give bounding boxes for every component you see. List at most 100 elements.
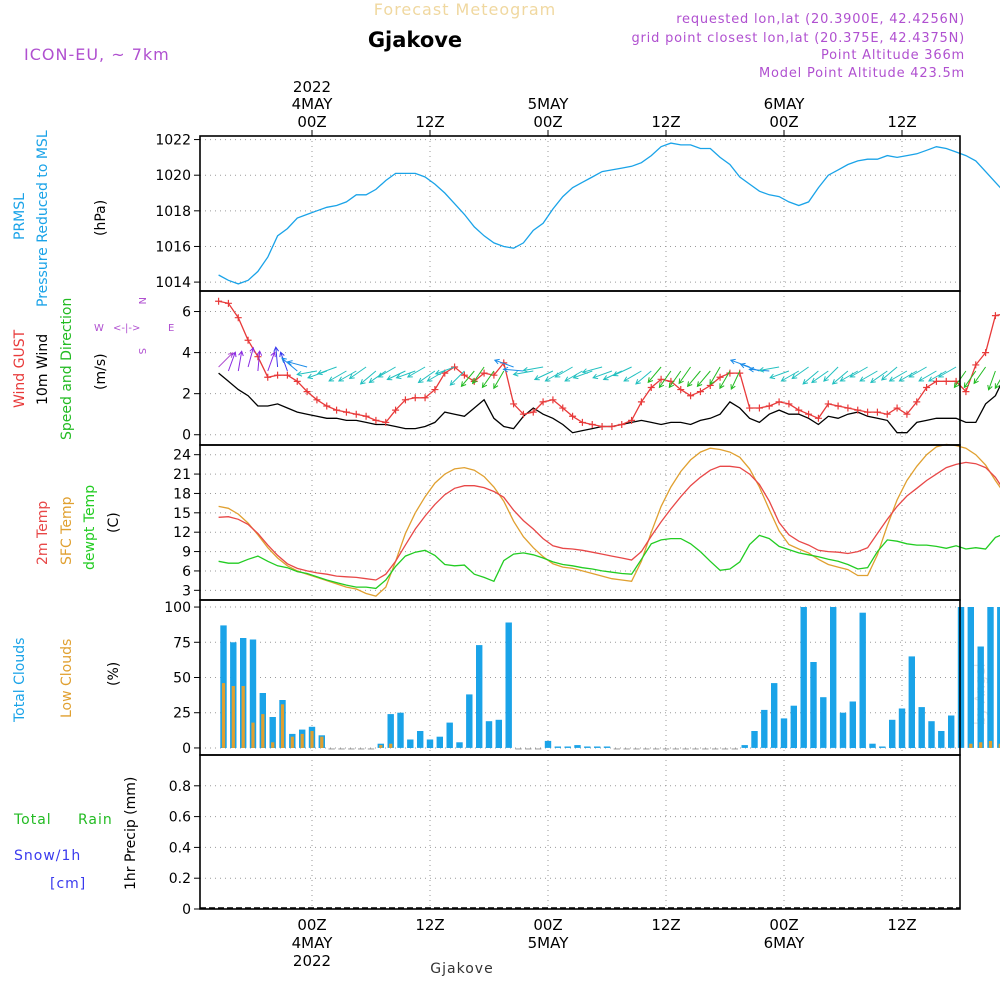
point-altitude: Point Altitude 366m: [821, 48, 965, 63]
wind-10m-line: [218, 372, 1000, 434]
total-cloud-bar: [790, 705, 797, 748]
gust-marker: [765, 402, 773, 410]
grid-point-coords: grid point closest lon,lat (20.375E, 42.…: [631, 31, 965, 46]
gust-marker: [559, 404, 567, 412]
wind-direction-arrow: [859, 370, 878, 382]
top-time-label: 00Z: [533, 113, 562, 131]
wind-direction-arrow: [247, 346, 255, 368]
temp-dewpt-label: dewpt Temp: [82, 485, 98, 570]
gust-marker: [411, 394, 419, 402]
bottom-time-label: 2022: [293, 952, 331, 970]
gust-marker: [618, 420, 626, 428]
wind-direction-arrow: [635, 370, 652, 385]
bottom-time-label: 5MAY: [528, 934, 570, 952]
gust-marker: [293, 377, 301, 385]
wind-direction-arrow: [709, 366, 721, 386]
y-tick-label: 1020: [155, 168, 191, 184]
gust-marker: [785, 400, 793, 408]
compass-south: S: [136, 348, 147, 354]
top-time-label: 2022: [293, 78, 331, 96]
total-cloud-bar: [849, 701, 856, 748]
wind-direction-arrow: [696, 370, 711, 388]
total-cloud-bar: [839, 712, 847, 748]
low-cloud-bar: [231, 686, 235, 748]
low-cloud-bar: [988, 740, 993, 748]
total-cloud-bar: [928, 721, 935, 748]
gust-marker: [864, 408, 872, 416]
low-cloud-bar: [221, 683, 226, 748]
wind-direction-arrow: [928, 370, 947, 382]
gust-marker: [873, 408, 881, 416]
model-label: ICON-EU, ~ 7km: [24, 45, 170, 64]
gust-marker: [687, 392, 695, 400]
gust-marker: [342, 408, 350, 416]
rain-label: Rain: [78, 812, 113, 828]
gust-marker: [755, 404, 763, 412]
gust-marker: [539, 398, 547, 406]
total-cloud-bar: [908, 656, 915, 748]
y-tick-label: 1014: [155, 275, 191, 291]
gust-marker: [647, 384, 655, 392]
wind-direction-arrow: [522, 366, 544, 373]
total-cloud-bar: [751, 731, 758, 748]
total-cloud-bar: [387, 714, 394, 748]
gust-marker: [844, 404, 852, 412]
gust-marker: [598, 423, 606, 431]
gust-marker: [795, 406, 803, 414]
y-tick-label: 2: [182, 387, 191, 403]
gust-marker: [352, 410, 360, 418]
y-tick-label: 0.6: [169, 810, 191, 826]
wind-direction-arrow: [328, 370, 347, 382]
top-time-label: 5MAY: [528, 95, 570, 113]
wind-direction-arrow: [338, 370, 357, 382]
bottom-time-label: 12Z: [887, 916, 916, 934]
temp-unit: (C): [106, 512, 122, 533]
wind-direction-arrow: [544, 370, 564, 382]
y-tick-label: 21: [173, 467, 191, 483]
bottom-time-label: 00Z: [769, 916, 798, 934]
gust-marker: [372, 416, 380, 424]
total-cloud-bar: [417, 731, 424, 748]
y-tick-label: 4: [182, 346, 191, 362]
gust-marker: [982, 349, 990, 357]
temp-2m-label: 2m Temp: [35, 501, 51, 565]
bottom-time-label: 00Z: [533, 916, 562, 934]
wind-direction-arrow: [554, 366, 573, 378]
gust-marker: [234, 314, 242, 322]
total-cloud-bar: [594, 746, 601, 748]
y-tick-label: 1022: [155, 133, 191, 149]
total-cloud-bar: [987, 607, 994, 748]
wind-direction-arrow: [612, 366, 632, 377]
gust-marker: [264, 373, 272, 381]
snow-label: Snow/1h: [14, 848, 81, 864]
top-time-label: 12Z: [651, 113, 680, 131]
total-cloud-bar: [938, 731, 945, 748]
gust-marker: [274, 371, 282, 379]
total-cloud-bar: [800, 607, 807, 748]
wind-direction-arrow: [460, 370, 475, 388]
dewpt-temp-line: [218, 534, 1000, 590]
total-cloud-bar: [898, 708, 906, 748]
wind-direction-arrow: [564, 370, 583, 382]
wind-direction-arrow: [237, 350, 244, 372]
y-tick-label: 0: [182, 902, 191, 918]
wind-direction-arrow: [811, 370, 829, 384]
wind-direction-arrow: [296, 370, 317, 377]
y-tick-label: 9: [182, 545, 191, 561]
total-cloud-bar: [603, 746, 611, 748]
low-cloud-bar: [979, 742, 983, 748]
total-cloud-bar: [780, 718, 788, 748]
wind-direction-arrow: [218, 352, 234, 368]
wind-direction-arrow: [658, 370, 672, 389]
cloud-unit: (%): [106, 662, 122, 686]
low-cloud-bar: [969, 743, 973, 748]
temp-sfc-label: SFC Temp: [59, 496, 75, 565]
total-cloud-bar: [544, 740, 552, 748]
wind-direction-arrow: [802, 370, 819, 385]
total-cloud-bar: [820, 697, 827, 748]
low-cloud-bar: [251, 722, 255, 748]
wind-direction-arrow: [449, 370, 465, 386]
wind-direction-label: Speed and Direction: [59, 298, 75, 440]
